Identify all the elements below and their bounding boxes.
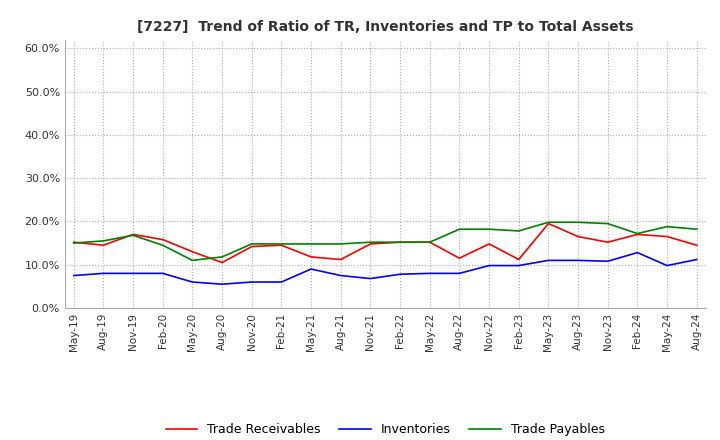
- Trade Receivables: [693, 242, 701, 248]
- Trade Payables: [426, 239, 434, 245]
- Trade Receivables: [485, 241, 493, 246]
- Inventories: [336, 273, 345, 278]
- Trade Payables: [158, 242, 167, 248]
- Trade Payables: [99, 238, 108, 244]
- Trade Receivables: [544, 221, 553, 226]
- Trade Receivables: [514, 257, 523, 262]
- Trade Receivables: [69, 239, 78, 245]
- Trade Payables: [188, 258, 197, 263]
- Trade Receivables: [158, 237, 167, 242]
- Title: [7227]  Trend of Ratio of TR, Inventories and TP to Total Assets: [7227] Trend of Ratio of TR, Inventories…: [137, 20, 634, 34]
- Trade Payables: [277, 241, 286, 246]
- Inventories: [366, 276, 374, 281]
- Inventories: [248, 279, 256, 285]
- Trade Receivables: [217, 260, 226, 265]
- Trade Payables: [396, 239, 405, 245]
- Trade Payables: [217, 254, 226, 260]
- Inventories: [188, 279, 197, 285]
- Trade Payables: [336, 241, 345, 246]
- Inventories: [544, 258, 553, 263]
- Inventories: [633, 250, 642, 255]
- Trade Receivables: [277, 242, 286, 248]
- Trade Receivables: [188, 249, 197, 254]
- Trade Payables: [307, 241, 315, 246]
- Inventories: [307, 266, 315, 271]
- Trade Payables: [366, 239, 374, 245]
- Trade Receivables: [396, 239, 405, 245]
- Inventories: [603, 259, 612, 264]
- Trade Payables: [574, 220, 582, 225]
- Trade Payables: [129, 233, 138, 238]
- Inventories: [693, 257, 701, 262]
- Inventories: [426, 271, 434, 276]
- Trade Payables: [455, 227, 464, 232]
- Inventories: [129, 271, 138, 276]
- Trade Payables: [69, 240, 78, 246]
- Trade Receivables: [603, 239, 612, 245]
- Trade Payables: [248, 241, 256, 246]
- Inventories: [455, 271, 464, 276]
- Trade Receivables: [99, 242, 108, 248]
- Trade Payables: [662, 224, 671, 229]
- Trade Receivables: [662, 234, 671, 239]
- Trade Receivables: [248, 244, 256, 249]
- Inventories: [99, 271, 108, 276]
- Inventories: [485, 263, 493, 268]
- Trade Payables: [633, 231, 642, 236]
- Legend: Trade Receivables, Inventories, Trade Payables: Trade Receivables, Inventories, Trade Pa…: [161, 418, 610, 440]
- Trade Receivables: [426, 239, 434, 245]
- Trade Payables: [485, 227, 493, 232]
- Inventories: [158, 271, 167, 276]
- Trade Payables: [544, 220, 553, 225]
- Trade Receivables: [455, 256, 464, 261]
- Line: Trade Payables: Trade Payables: [73, 222, 697, 260]
- Inventories: [514, 263, 523, 268]
- Trade Receivables: [574, 234, 582, 239]
- Trade Payables: [603, 221, 612, 226]
- Inventories: [574, 258, 582, 263]
- Inventories: [217, 282, 226, 287]
- Trade Receivables: [633, 232, 642, 237]
- Trade Receivables: [336, 257, 345, 262]
- Inventories: [662, 263, 671, 268]
- Inventories: [69, 273, 78, 278]
- Trade Receivables: [366, 241, 374, 246]
- Trade Receivables: [129, 232, 138, 237]
- Trade Receivables: [307, 254, 315, 260]
- Inventories: [396, 271, 405, 277]
- Inventories: [277, 279, 286, 285]
- Trade Payables: [693, 227, 701, 232]
- Line: Inventories: Inventories: [73, 253, 697, 284]
- Trade Payables: [514, 228, 523, 234]
- Line: Trade Receivables: Trade Receivables: [73, 224, 697, 263]
